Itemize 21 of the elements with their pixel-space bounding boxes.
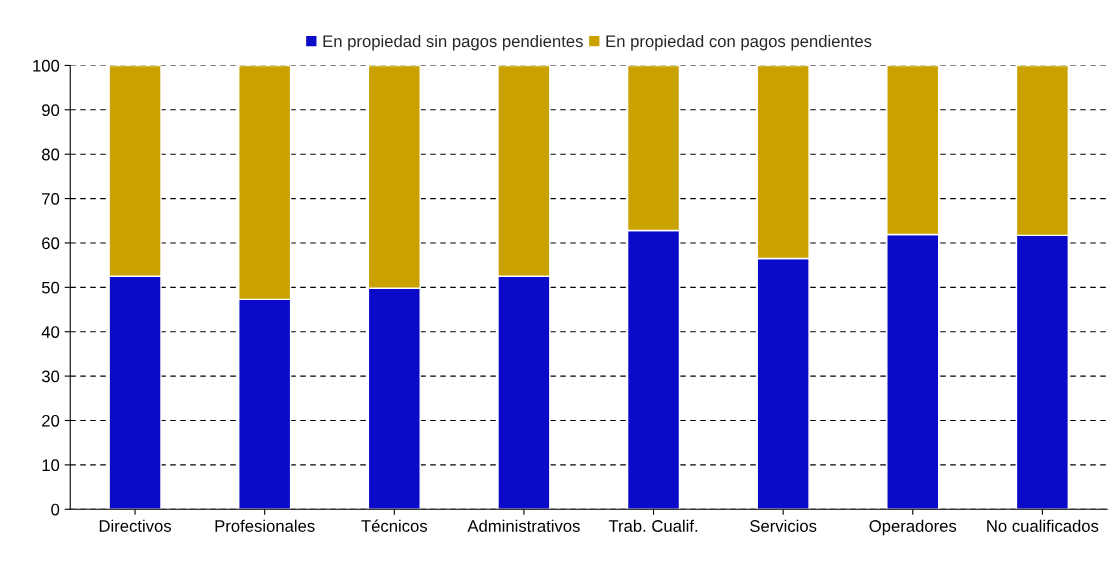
x-tick-label: Profesionales [215,519,315,532]
x-tick-label: Directivos [99,519,172,532]
y-tick-label: 20 [42,414,60,427]
y-tick-label: 50 [41,281,60,294]
legend-label: En propiedad con pagos pendientes [606,34,872,51]
y-tick-label: 30 [41,370,60,383]
y-tick-label: 60 [42,237,60,250]
x-tick-label: Trab. Cualif. [608,519,698,532]
y-tick-label: 90 [42,104,60,117]
y-tick-label: 10 [42,459,60,472]
x-tick-label: Servicios [750,519,817,532]
y-tick-label: 70 [42,192,60,205]
y-tick-label: 100 [33,59,60,72]
y-tick-label: 80 [42,148,60,161]
y-tick-label: 0 [51,503,60,516]
x-tick-label: No cualificados [987,519,1099,532]
x-tick-label: Técnicos [361,519,428,532]
x-tick-label: Administrativos [467,519,580,532]
y-tick-label: 40 [41,326,60,338]
legend-label: En propiedad sin pagos pendientes [323,34,583,51]
x-tick-label: Operadores [869,519,957,536]
